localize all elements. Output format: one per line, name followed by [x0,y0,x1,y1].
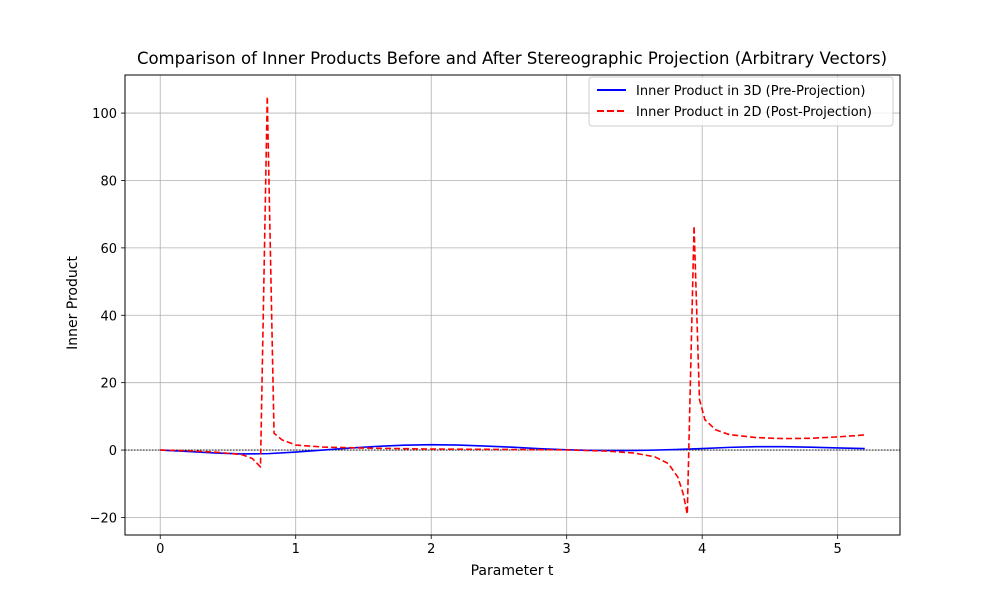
y-tick-label: 80 [100,174,117,189]
x-tick-label: 0 [156,542,164,557]
y-axis-label: Inner Product [65,256,81,350]
x-tick-label: 3 [563,542,571,557]
y-tick-label: 60 [100,242,117,257]
y-tick-label: 100 [92,107,117,122]
x-axis-label: Parameter t [471,563,554,579]
x-tick-label: 2 [427,542,435,557]
legend-label-series-2: Inner Product in 2D (Post-Projection) [636,105,872,120]
series-line-2 [160,95,865,515]
x-tick-label: 5 [834,542,842,557]
series-layer [160,95,865,515]
legend-box [588,76,894,127]
y-tick-label: 20 [100,377,117,392]
y-axis-ticks: −20 0 20 40 60 80 100 [90,107,125,526]
x-axis-ticks: 0 1 2 3 4 5 [156,535,842,557]
x-tick-label: 4 [698,542,706,557]
y-tick-label: 0 [109,444,117,459]
legend: Inner Product in 3D (Pre-Projection) Inn… [588,76,894,127]
legend-label-series-1: Inner Product in 3D (Pre-Projection) [636,84,865,99]
y-tick-label: −20 [90,511,117,526]
y-tick-label: 40 [100,309,117,324]
x-tick-label: 1 [292,542,300,557]
plot-frame [124,74,901,536]
series-line-1 [160,443,865,455]
chart-title: Comparison of Inner Products Before and … [137,49,887,68]
